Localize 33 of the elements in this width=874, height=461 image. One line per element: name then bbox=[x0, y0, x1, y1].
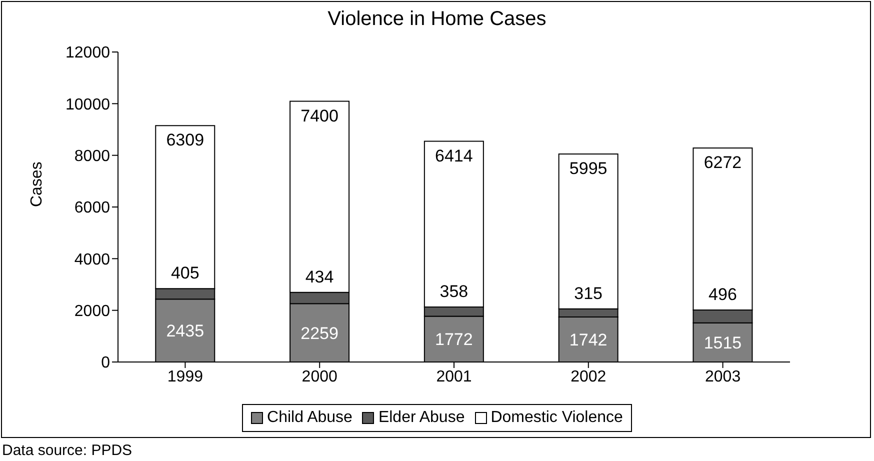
x-tick-label: 1999 bbox=[167, 368, 204, 386]
legend-label: Elder Abuse bbox=[378, 409, 465, 427]
data-label: 434 bbox=[305, 267, 334, 286]
data-label: 1772 bbox=[435, 330, 473, 350]
y-tick-label: 2000 bbox=[74, 303, 110, 320]
y-axis-title: Cases bbox=[28, 162, 46, 207]
legend-label: Domestic Violence bbox=[490, 409, 623, 427]
data-label: 1742 bbox=[569, 330, 608, 350]
y-tick-label: 0 bbox=[101, 354, 110, 372]
y-tick-label: 12000 bbox=[66, 44, 110, 62]
y-tick-label: 4000 bbox=[74, 251, 110, 268]
data-label: 496 bbox=[708, 285, 737, 304]
data-label: 6309 bbox=[166, 130, 204, 150]
data-label: 405 bbox=[170, 264, 200, 283]
data-label: 6414 bbox=[435, 146, 473, 166]
data-label: 2259 bbox=[300, 324, 338, 343]
x-tick-label: 2002 bbox=[570, 368, 606, 386]
x-tick-label: 2003 bbox=[705, 368, 741, 386]
data-label: 315 bbox=[574, 284, 603, 303]
data-label: 2435 bbox=[166, 322, 204, 341]
x-tick-label: 2001 bbox=[436, 368, 472, 386]
chart-title: Violence in Home Cases bbox=[326, 8, 548, 31]
y-tick-label: 6000 bbox=[74, 200, 110, 217]
data-label: 5995 bbox=[569, 158, 608, 178]
data-label: 358 bbox=[440, 282, 468, 301]
data-label: 1515 bbox=[704, 333, 742, 352]
x-tick-label: 2000 bbox=[302, 368, 338, 386]
data-label: 6272 bbox=[704, 153, 742, 172]
y-tick-label: 10000 bbox=[66, 96, 110, 114]
data-label: 7400 bbox=[300, 106, 338, 126]
legend-label: Child Abuse bbox=[267, 409, 352, 427]
source-note: Data source: PPDS bbox=[2, 442, 132, 459]
y-tick-label: 8000 bbox=[74, 148, 110, 166]
